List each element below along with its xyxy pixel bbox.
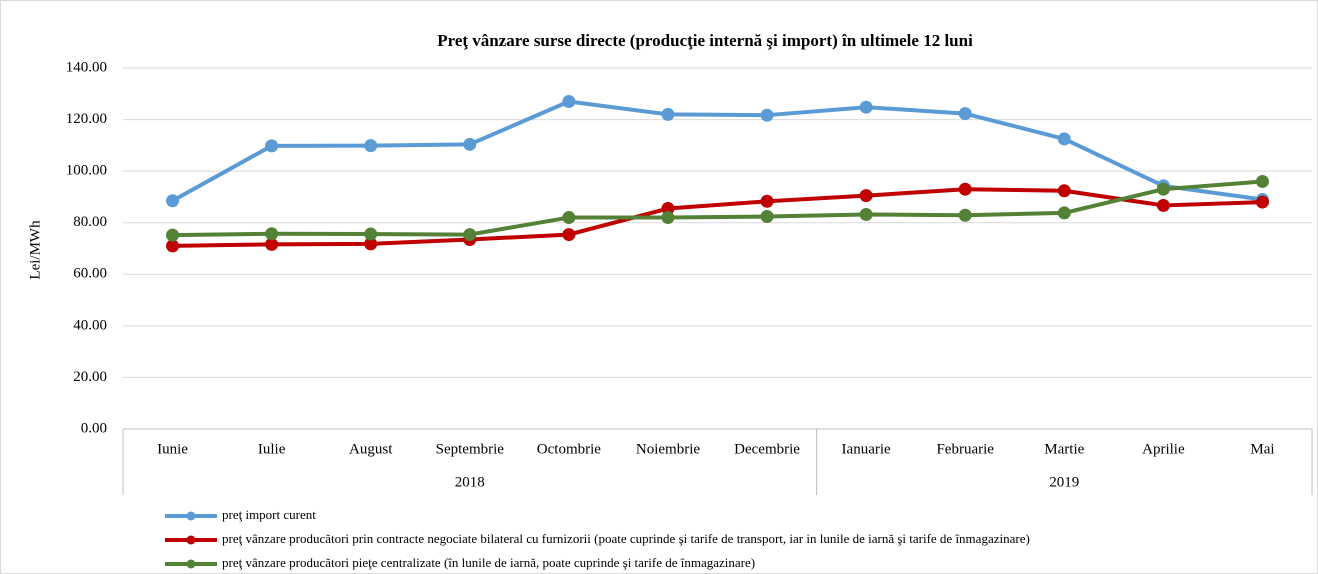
x-tick-label: Aprilie	[1142, 441, 1185, 457]
x-tick-label: August	[349, 441, 393, 457]
x-tick-label: Mai	[1250, 441, 1274, 457]
data-point	[364, 237, 378, 251]
x-tick-label: Iulie	[258, 441, 286, 457]
y-tick-label: 20.00	[73, 369, 107, 385]
data-point	[1255, 174, 1269, 188]
data-point	[265, 227, 279, 241]
data-point	[166, 228, 180, 242]
series-line	[172, 179, 1263, 238]
chart-title: Preţ vânzare surse directe (producţie in…	[437, 31, 973, 50]
data-point	[562, 211, 576, 225]
data-point	[958, 208, 972, 222]
data-point	[463, 228, 477, 242]
data-point	[364, 227, 378, 241]
data-point	[1156, 198, 1170, 212]
data-point	[760, 194, 774, 208]
x-tick-label: Octombrie	[537, 441, 601, 457]
data-point	[1156, 182, 1170, 196]
legend-label: preţ vânzare producători prin contracte …	[222, 531, 1030, 546]
legend-marker	[186, 559, 196, 569]
data-point	[859, 100, 873, 114]
y-tick-label: 120.00	[66, 111, 107, 127]
group-label: 2019	[1049, 474, 1079, 490]
group-label: 2018	[455, 474, 485, 490]
data-point	[958, 182, 972, 196]
series-line	[172, 187, 1263, 248]
data-point	[1255, 195, 1269, 209]
data-point	[661, 211, 675, 225]
data-point	[958, 107, 972, 121]
series-line	[171, 99, 1263, 203]
data-point	[166, 194, 180, 208]
data-point	[1057, 206, 1071, 220]
x-tick-label: Ianuarie	[842, 441, 891, 457]
y-axis-label: Lei/MWh	[27, 220, 43, 280]
data-point	[760, 210, 774, 224]
data-point	[859, 189, 873, 203]
data-point	[661, 107, 675, 121]
x-tick-label: Martie	[1044, 441, 1084, 457]
y-tick-label: 0.00	[81, 420, 107, 436]
data-point	[463, 137, 477, 151]
data-point	[1057, 184, 1071, 198]
legend-label: preţ vânzare producători pieţe centraliz…	[222, 555, 755, 570]
data-point	[265, 237, 279, 251]
y-tick-label: 60.00	[73, 266, 107, 282]
data-point	[661, 202, 675, 216]
data-point	[760, 108, 774, 122]
x-tick-label: Februarie	[936, 441, 994, 457]
x-tick-label: Decembrie	[734, 441, 800, 457]
y-tick-label: 100.00	[66, 163, 107, 179]
legend-label: preţ import curent	[222, 507, 316, 522]
x-tick-label: Septembrie	[436, 441, 505, 457]
y-tick-label: 80.00	[73, 214, 107, 230]
y-tick-label: 140.00	[66, 59, 107, 75]
data-point	[859, 207, 873, 221]
legend-marker	[186, 511, 196, 521]
data-point	[364, 139, 378, 153]
data-point	[265, 139, 279, 153]
y-tick-label: 40.00	[73, 317, 107, 333]
x-tick-label: Noiembrie	[636, 441, 700, 457]
data-point	[1057, 132, 1071, 146]
legend-marker	[186, 535, 196, 545]
data-point	[562, 228, 576, 242]
data-point	[562, 95, 576, 109]
x-tick-label: Iunie	[157, 441, 188, 457]
data-point	[166, 239, 180, 253]
